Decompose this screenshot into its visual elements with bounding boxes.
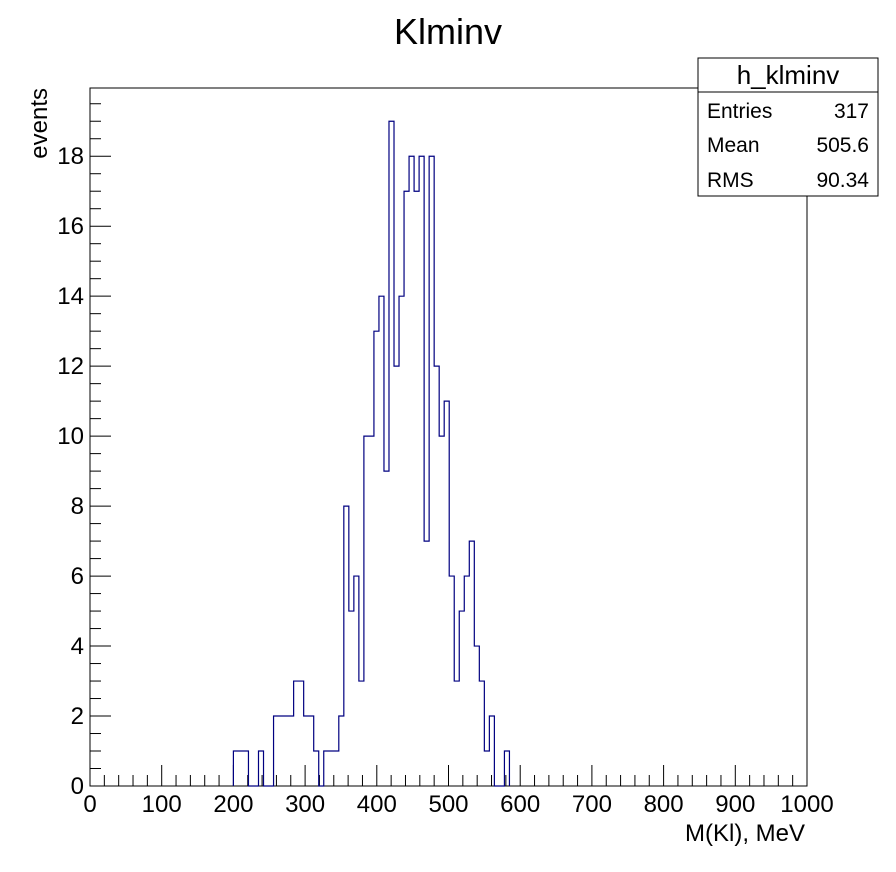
x-tick-label: 300 — [285, 791, 325, 818]
histogram-bin — [459, 611, 464, 786]
histogram-bin — [409, 156, 414, 786]
y-tick-label: 8 — [71, 493, 84, 520]
histogram-bin — [339, 716, 344, 786]
histogram-bin — [354, 576, 359, 786]
y-axis-label: events — [26, 88, 53, 159]
stats-entries-label: Entries — [707, 100, 772, 123]
x-tick-label: 700 — [572, 791, 612, 818]
histogram-bin — [504, 751, 509, 786]
x-tick-label: 800 — [644, 791, 684, 818]
y-tick-label: 4 — [71, 633, 84, 660]
histogram-bin — [233, 751, 238, 786]
stats-mean-value: 505.6 — [816, 134, 869, 157]
histogram-bin — [404, 191, 409, 786]
x-tick-label: 900 — [715, 791, 755, 818]
y-tick-label: 12 — [57, 353, 84, 380]
histogram-bin — [374, 331, 379, 786]
x-tick-label: 200 — [213, 791, 253, 818]
histogram-bin — [419, 156, 424, 786]
y-axis: 0 2 4 6 8 10 12 14 16 18 — [57, 103, 111, 800]
histogram-outline — [232, 120, 511, 787]
histogram-bin — [439, 436, 444, 786]
histogram-bin — [479, 681, 484, 786]
histogram-bin — [238, 751, 243, 786]
histogram-bin — [304, 716, 309, 786]
x-tick-label: 1000 — [780, 791, 833, 818]
chart-title: Klminv — [394, 11, 502, 52]
histogram-bin — [449, 576, 454, 786]
stats-rms-label: RMS — [707, 169, 754, 192]
stats-box-title: h_klminv — [737, 60, 840, 90]
histogram-bin — [379, 296, 384, 786]
histogram-bin — [484, 751, 489, 786]
histogram-bin — [334, 751, 339, 786]
histogram-bin — [258, 751, 263, 786]
histogram-bin — [344, 506, 349, 786]
x-tick-label: 400 — [357, 791, 397, 818]
stats-mean-label: Mean — [707, 134, 760, 157]
histogram-bin — [359, 681, 364, 786]
y-tick-label: 14 — [57, 283, 84, 310]
histogram-bin — [294, 681, 299, 786]
x-tick-label: 100 — [142, 791, 182, 818]
x-tick-label: 600 — [500, 791, 540, 818]
stats-box-frame — [697, 57, 879, 197]
histogram-bin — [454, 681, 459, 786]
histogram-bin — [364, 436, 369, 786]
histogram-bin — [284, 716, 289, 786]
y-tick-label: 0 — [71, 773, 84, 800]
stats-entries-value: 317 — [834, 100, 869, 123]
histogram-bin — [299, 681, 304, 786]
histogram-bin — [469, 541, 474, 786]
y-tick-label: 16 — [57, 213, 84, 240]
x-tick-label: 500 — [428, 791, 468, 818]
stats-rms-value: 90.34 — [816, 169, 869, 192]
histogram-bin — [279, 716, 284, 786]
histogram-bin — [434, 366, 439, 786]
histogram-bin — [329, 751, 334, 786]
histogram-bin — [384, 471, 389, 786]
histogram-bin — [394, 366, 399, 786]
y-tick-label: 6 — [71, 563, 84, 590]
histogram-bin — [389, 121, 394, 786]
x-axis-label: M(Kl), MeV — [685, 820, 805, 847]
y-tick-label: 10 — [57, 423, 84, 450]
histogram-bins — [233, 121, 509, 786]
y-tick-label: 18 — [57, 143, 84, 170]
histogram-bin — [399, 296, 404, 786]
stats-box: h_klminv Entries 317 Mean 505.6 RMS 90.3… — [697, 57, 879, 197]
histogram-bin — [424, 541, 429, 786]
histogram-bin — [464, 576, 469, 786]
histogram-bin — [474, 646, 479, 786]
histogram-bin — [429, 156, 434, 786]
histogram-bin — [414, 191, 419, 786]
histogram-bin — [309, 716, 314, 786]
histogram-bin — [314, 751, 319, 786]
x-tick-label: 0 — [83, 791, 96, 818]
histogram-bin — [369, 436, 374, 786]
y-tick-label: 2 — [71, 703, 84, 730]
histogram-bin — [444, 401, 449, 786]
histogram-bin — [324, 751, 329, 786]
x-axis: 0 100 200 300 400 500 600 700 800 900 1000 — [83, 765, 834, 818]
histogram-bin — [349, 611, 354, 786]
